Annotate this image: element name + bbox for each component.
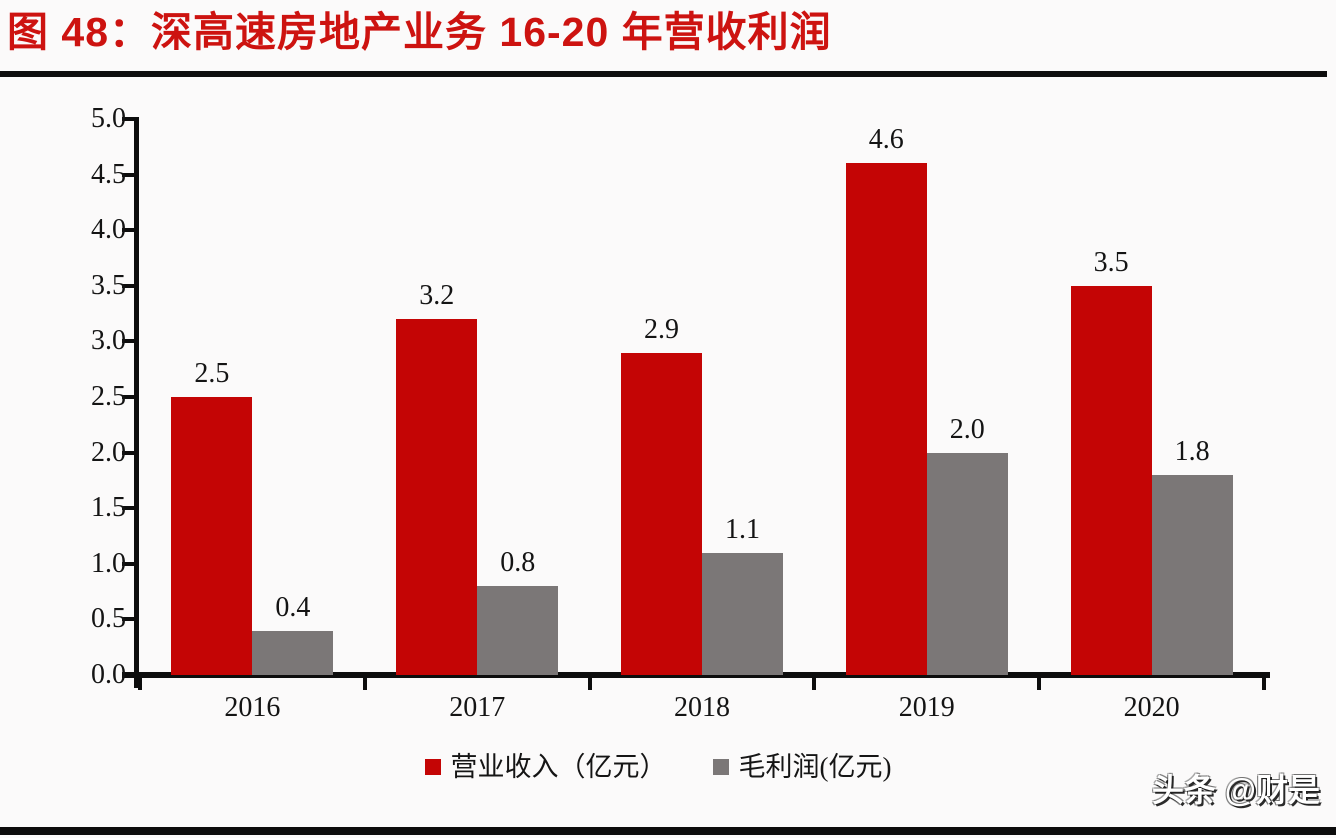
x-axis-tick bbox=[138, 678, 142, 690]
legend-item-revenue: 营业收入（亿元） bbox=[424, 750, 667, 784]
revenue-bar bbox=[845, 163, 927, 675]
revenue-bar bbox=[1070, 285, 1152, 675]
y-axis-tick-label: 3.5 bbox=[91, 269, 126, 301]
legend-swatch-icon bbox=[712, 759, 729, 775]
y-axis-tick-label: 4.5 bbox=[91, 158, 126, 190]
legend-label: 毛利润(亿元) bbox=[738, 752, 892, 782]
y-axis-tick-label: 1.5 bbox=[91, 492, 126, 524]
x-axis-category-label: 2019 bbox=[898, 692, 955, 723]
x-axis-tick bbox=[362, 678, 367, 690]
bottom-divider bbox=[0, 827, 1336, 835]
bar-value-label: 3.2 bbox=[419, 280, 455, 312]
legend-label: 营业收入（亿元） bbox=[450, 752, 667, 782]
y-axis-tick bbox=[122, 673, 135, 677]
legend-item-gross-profit: 毛利润(亿元) bbox=[712, 750, 892, 784]
bar-value-label: 1.1 bbox=[725, 513, 760, 545]
bar-value-label: 0.8 bbox=[500, 547, 536, 579]
y-axis-tick bbox=[122, 617, 135, 622]
y-axis-tick bbox=[122, 450, 135, 455]
y-axis-tick bbox=[122, 395, 135, 399]
y-axis-tick bbox=[122, 339, 135, 344]
y-axis-tick-label: 4.0 bbox=[91, 214, 126, 246]
title-divider bbox=[0, 71, 1327, 77]
y-axis-tick-label: 3.0 bbox=[91, 325, 126, 357]
chart-legend: 营业收入（亿元） 毛利润(亿元) bbox=[0, 750, 1326, 784]
bar-value-label: 2.9 bbox=[644, 313, 679, 345]
x-axis-category-label: 2016 bbox=[224, 692, 281, 723]
gross-profit-bar bbox=[1151, 474, 1233, 675]
x-axis-category-label: 2017 bbox=[449, 692, 506, 723]
revenue-bar bbox=[621, 352, 702, 675]
y-axis-tick-label: 5.0 bbox=[91, 103, 126, 134]
y-axis-tick bbox=[122, 228, 135, 233]
gross-profit-bar bbox=[252, 630, 334, 675]
y-axis-tick-label: 1.0 bbox=[91, 547, 126, 579]
bar-value-label: 2.0 bbox=[949, 413, 985, 445]
y-axis-tick bbox=[122, 117, 135, 121]
x-axis-category-label: 2020 bbox=[1123, 692, 1180, 723]
x-axis-line bbox=[122, 672, 1270, 678]
bar-value-label: 2.5 bbox=[194, 358, 230, 389]
y-axis-tick bbox=[122, 561, 135, 566]
y-axis-tick-label: 2.0 bbox=[91, 436, 126, 468]
y-axis-line bbox=[134, 117, 139, 688]
figure-title: 图 48：深高速房地产业务 16-20 年营收利润 bbox=[7, 9, 832, 55]
revenue-bar bbox=[396, 319, 478, 675]
y-axis-tick-label: 0.0 bbox=[91, 659, 126, 690]
y-axis-tick bbox=[122, 283, 135, 288]
revenue-bar bbox=[171, 397, 253, 675]
gross-profit-bar bbox=[477, 586, 559, 675]
gross-profit-bar bbox=[926, 452, 1008, 675]
gross-profit-bar bbox=[702, 552, 783, 675]
legend-swatch-icon bbox=[424, 759, 441, 775]
y-axis-tick-label: 2.5 bbox=[91, 381, 126, 412]
y-axis-tick bbox=[122, 506, 135, 511]
x-axis-tick bbox=[812, 678, 817, 690]
bar-value-label: 4.6 bbox=[868, 124, 904, 156]
x-axis-tick bbox=[1037, 678, 1042, 690]
bar-value-label: 1.8 bbox=[1174, 435, 1210, 467]
y-axis-tick bbox=[122, 172, 135, 177]
x-axis-tick bbox=[587, 678, 592, 690]
watermark: 头条 @财是 bbox=[1151, 772, 1320, 808]
bar-value-label: 0.4 bbox=[275, 591, 311, 623]
x-axis-category-label: 2018 bbox=[674, 692, 730, 723]
bar-value-label: 3.5 bbox=[1093, 246, 1129, 278]
x-axis-tick bbox=[1262, 678, 1266, 690]
y-axis-tick-label: 0.5 bbox=[91, 603, 126, 635]
